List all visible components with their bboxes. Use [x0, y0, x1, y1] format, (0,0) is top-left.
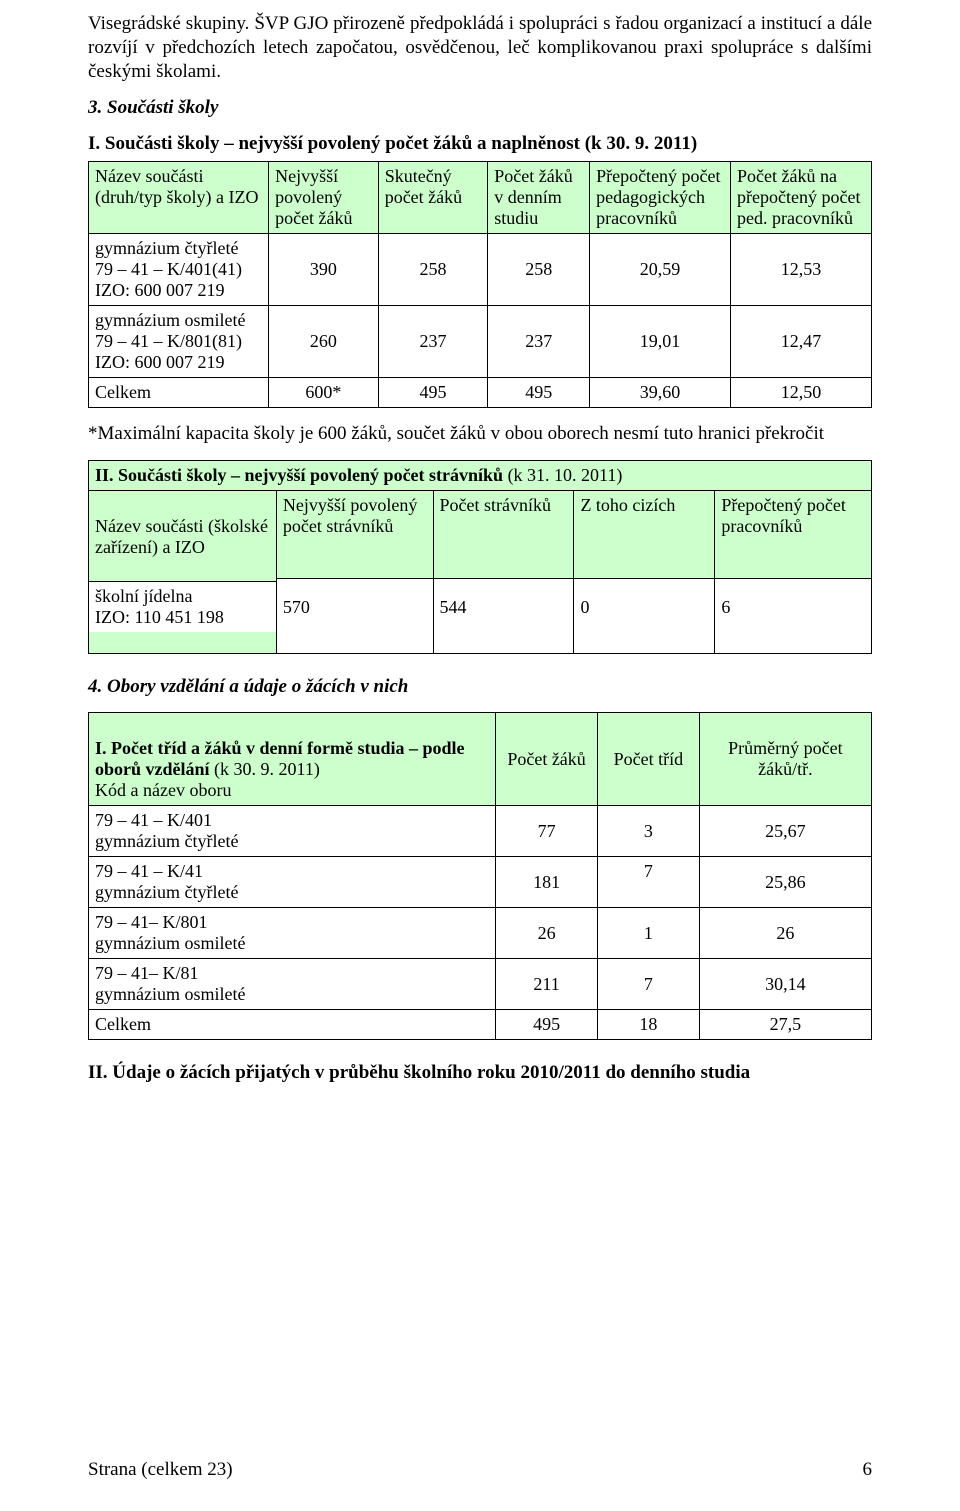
col-header-text: Název součásti (školské zařízení) a IZO [95, 516, 268, 557]
cell: 26 [699, 908, 871, 959]
cell: 495 [378, 378, 488, 408]
section-3-title: 3. Součásti školy [88, 97, 872, 119]
footer-page-number: 6 [863, 1459, 873, 1481]
col-header: Skutečný počet žáků [378, 162, 488, 234]
table-row: Celkem 600* 495 495 39,60 12,50 [89, 378, 872, 408]
max-capacity-note: *Maximální kapacita školy je 600 žáků, s… [88, 422, 872, 446]
cell: 18 [597, 1010, 699, 1040]
cell: 495 [496, 1010, 598, 1040]
row-label: gymnázium čtyřleté 79 – 41 – K/401(41) I… [89, 234, 269, 306]
table2-title-bold: II. Součásti školy – nejvyšší povolený p… [95, 465, 503, 485]
table-obory: I. Počet tříd a žáků v denní formě studi… [88, 712, 872, 1040]
table-soucasti-skoly: Název součásti (druh/typ školy) a IZO Ne… [88, 161, 872, 408]
cell: 570 [276, 578, 433, 654]
col-header: Z toho cizích [574, 491, 715, 579]
cell: 600* [269, 378, 379, 408]
row-label: 79 – 41– K/801 gymnázium osmileté [89, 908, 496, 959]
col-header: Počet strávníků [433, 491, 574, 579]
cell: 260 [269, 306, 379, 378]
table2-title-cell: II. Součásti školy – nejvyšší povolený p… [89, 461, 872, 491]
cell: 20,59 [590, 234, 731, 306]
col-header: Název součásti (druh/typ školy) a IZO [89, 162, 269, 234]
cell: 390 [269, 234, 379, 306]
table1-title-text: I. Součásti školy – nejvyšší povolený po… [88, 133, 697, 154]
col-header: I. Počet tříd a žáků v denní formě studi… [89, 713, 496, 806]
table-row: 79 – 41– K/81 gymnázium osmileté 211 7 3… [89, 959, 872, 1010]
col-header: Průměrný počet žáků/tř. [699, 713, 871, 806]
table-row: II. Součásti školy – nejvyšší povolený p… [89, 461, 872, 491]
col-header: Nejvyšší povolený počet žáků [269, 162, 379, 234]
cell: 258 [488, 234, 590, 306]
cell: 25,86 [699, 857, 871, 908]
row-label: 79 – 41– K/81 gymnázium osmileté [89, 959, 496, 1010]
cell: 7 [597, 857, 699, 908]
cell: 3 [597, 806, 699, 857]
cell: 12,53 [731, 234, 872, 306]
cell: 30,14 [699, 959, 871, 1010]
table-row: 79 – 41 – K/401 gymnázium čtyřleté 77 3 … [89, 806, 872, 857]
table2-title-plain: (k 31. 10. 2011) [503, 465, 622, 485]
section-ii-bottom-title: II. Údaje o žácích přijatých v průběhu š… [88, 1062, 872, 1084]
table-row: 79 – 41 – K/41 gymnázium čtyřleté 181 7 … [89, 857, 872, 908]
cell: 181 [496, 857, 598, 908]
row-label: gymnázium osmileté 79 – 41 – K/801(81) I… [89, 306, 269, 378]
table-row: 79 – 41– K/801 gymnázium osmileté 26 1 2… [89, 908, 872, 959]
cell: 237 [378, 306, 488, 378]
cell: 258 [378, 234, 488, 306]
cell: 39,60 [590, 378, 731, 408]
table-stravniky: II. Součásti školy – nejvyšší povolený p… [88, 460, 872, 654]
cell: 1 [597, 908, 699, 959]
cell: 27,5 [699, 1010, 871, 1040]
cell: 25,67 [699, 806, 871, 857]
row-label: Celkem [89, 378, 269, 408]
table-row: gymnázium osmileté 79 – 41 – K/801(81) I… [89, 306, 872, 378]
section-4-title: 4. Obory vzdělání a údaje o žácích v nic… [88, 676, 872, 698]
col-header: Počet žáků [496, 713, 598, 806]
cell: 495 [488, 378, 590, 408]
col-header: Přepočtený počet pracovníků [715, 491, 872, 579]
intro-paragraph: Visegrádské skupiny. ŠVP GJO přirozeně p… [88, 12, 872, 83]
cell: 544 [433, 578, 574, 654]
table-row: Název součásti (školské zařízení) a IZO … [89, 491, 872, 579]
cell: 19,01 [590, 306, 731, 378]
cell: 12,47 [731, 306, 872, 378]
table-row: I. Počet tříd a žáků v denní formě studi… [89, 713, 872, 806]
row-label: školní jídelna IZO: 110 451 198 [89, 581, 276, 632]
col-header: Počet žáků na přepočtený počet ped. prac… [731, 162, 872, 234]
table-row: Název součásti (druh/typ školy) a IZO Ne… [89, 162, 872, 234]
col-header: Přepočtený počet pedagogických pracovník… [590, 162, 731, 234]
col-header: Nejvyšší povolený počet strávníků [276, 491, 433, 579]
row-label: 79 – 41 – K/41 gymnázium čtyřleté [89, 857, 496, 908]
table1-title: I. Součásti školy – nejvyšší povolený po… [88, 133, 872, 155]
cell: 12,50 [731, 378, 872, 408]
cell: 77 [496, 806, 598, 857]
row-label: 79 – 41 – K/401 gymnázium čtyřleté [89, 806, 496, 857]
col-header: Počet žáků v denním studiu [488, 162, 590, 234]
cell: 0 [574, 578, 715, 654]
cell: 211 [496, 959, 598, 1010]
row-label: Celkem [89, 1010, 496, 1040]
table-row: gymnázium čtyřleté 79 – 41 – K/401(41) I… [89, 234, 872, 306]
page-footer: Strana (celkem 23) 6 [88, 1459, 872, 1481]
cell: 26 [496, 908, 598, 959]
cell: 7 [597, 959, 699, 1010]
cell: 237 [488, 306, 590, 378]
footer-left: Strana (celkem 23) [88, 1459, 233, 1481]
cell: 6 [715, 578, 872, 654]
col-header: Název součásti (školské zařízení) a IZO … [89, 491, 277, 654]
col-header: Počet tříd [597, 713, 699, 806]
table-row: Celkem 495 18 27,5 [89, 1010, 872, 1040]
